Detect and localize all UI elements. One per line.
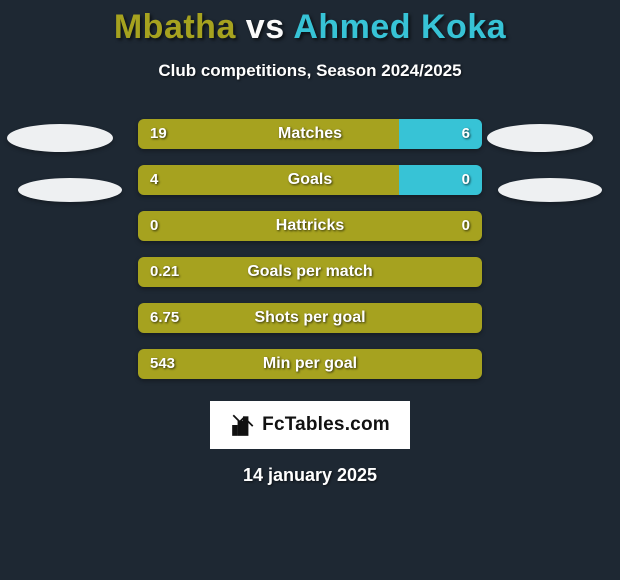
- metric-label: Goals: [288, 165, 332, 195]
- subtitle: Club competitions, Season 2024/2025: [0, 61, 620, 81]
- value-b: 0: [462, 211, 470, 241]
- comparison-bars: 19 6 Matches 4 0 Goals 0 0 Hattricks 0.21 Goals pe…: [0, 111, 620, 387]
- stat-bar: 6.75 Shots per goal: [138, 303, 482, 333]
- value-b: 6: [462, 119, 470, 149]
- value-a: 0: [150, 211, 158, 241]
- title-player-b: Ahmed Koka: [293, 8, 506, 46]
- stat-row: 0.21 Goals per match: [0, 249, 620, 295]
- stat-bar: 4 0 Goals: [138, 165, 482, 195]
- value-a: 6.75: [150, 303, 179, 333]
- stat-bar: 0 0 Hattricks: [138, 211, 482, 241]
- stat-row: 543 Min per goal: [0, 341, 620, 387]
- metric-label: Min per goal: [263, 349, 357, 379]
- metric-label: Hattricks: [276, 211, 344, 241]
- stat-row: 6.75 Shots per goal: [0, 295, 620, 341]
- team-badge-placeholder: [498, 178, 602, 202]
- team-badge-placeholder: [487, 124, 593, 152]
- metric-label: Goals per match: [247, 257, 372, 287]
- metric-label: Shots per goal: [254, 303, 365, 333]
- stat-bar: 543 Min per goal: [138, 349, 482, 379]
- team-badge-placeholder: [7, 124, 113, 152]
- logo-text: FcTables.com: [262, 414, 390, 436]
- stat-bar: 0.21 Goals per match: [138, 257, 482, 287]
- chart-icon: [230, 412, 256, 438]
- page-title: Mbatha vs Ahmed Koka: [0, 0, 620, 47]
- value-a: 0.21: [150, 257, 179, 287]
- stat-row: 0 0 Hattricks: [0, 203, 620, 249]
- bar-segment-a: [138, 119, 399, 149]
- value-a: 19: [150, 119, 167, 149]
- metric-label: Matches: [278, 119, 342, 149]
- value-a: 543: [150, 349, 175, 379]
- title-player-a: Mbatha: [114, 8, 236, 46]
- value-a: 4: [150, 165, 158, 195]
- title-vs: vs: [236, 8, 293, 46]
- date-text: 14 january 2025: [0, 465, 620, 486]
- value-b: 0: [462, 165, 470, 195]
- logo-box: FcTables.com: [210, 401, 410, 449]
- bar-segment-a: [138, 165, 399, 195]
- stat-bar: 19 6 Matches: [138, 119, 482, 149]
- team-badge-placeholder: [18, 178, 122, 202]
